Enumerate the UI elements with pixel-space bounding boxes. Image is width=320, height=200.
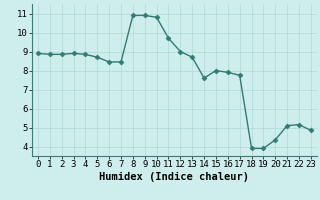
X-axis label: Humidex (Indice chaleur): Humidex (Indice chaleur): [100, 172, 249, 182]
